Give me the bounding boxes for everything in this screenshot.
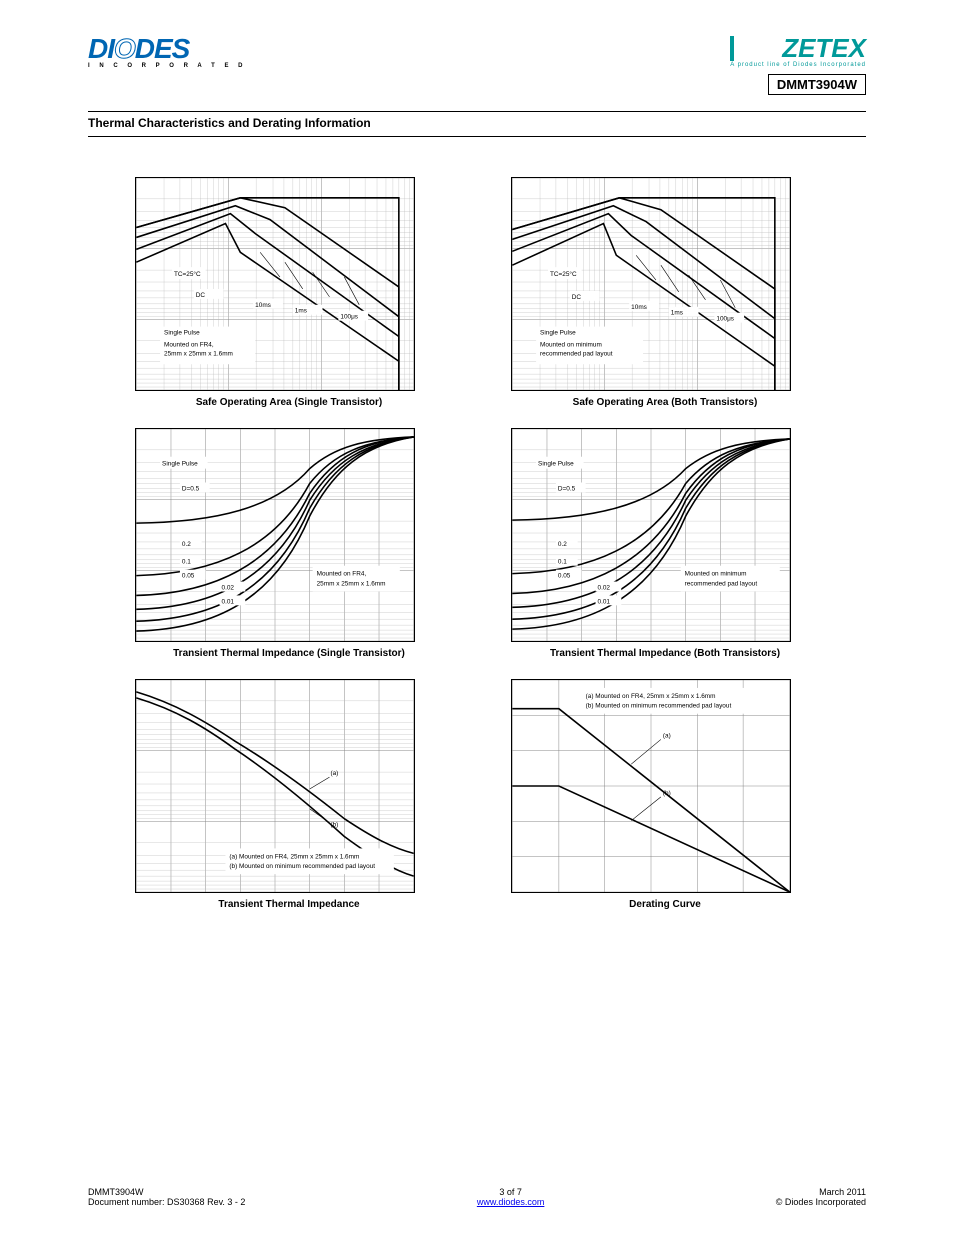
svg-text:1ms: 1ms	[295, 307, 307, 314]
svg-text:Mounted on FR4,: Mounted on FR4,	[317, 570, 367, 577]
svg-text:10ms: 10ms	[255, 301, 271, 308]
section-title: Thermal Characteristics and Derating Inf…	[88, 116, 866, 130]
chart-zth-single: Single Pulse D=0.5 0.2 0.1 0.05 0.02 0.0…	[135, 428, 443, 659]
chart-caption: Transient Thermal Impedance (Single Tran…	[135, 648, 443, 659]
svg-text:Mounted on FR4,: Mounted on FR4,	[164, 341, 214, 348]
diodes-logo: DIODES I N C O R P O R A T E D	[88, 36, 246, 69]
svg-text:10ms: 10ms	[631, 303, 647, 310]
footer-page: 3 of 7	[477, 1187, 545, 1197]
svg-text:D=0.5: D=0.5	[182, 485, 200, 492]
footer-date: March 2011	[776, 1187, 866, 1197]
svg-text:DC: DC	[196, 292, 206, 299]
svg-text:Mounted on minimum: Mounted on minimum	[685, 570, 747, 577]
divider	[88, 111, 866, 112]
footer-copyright: © Diodes Incorporated	[776, 1197, 866, 1207]
diodes-sub: I N C O R P O R A T E D	[88, 63, 246, 69]
svg-text:100μs: 100μs	[340, 313, 358, 320]
svg-text:(b): (b)	[330, 821, 338, 828]
svg-text:0.02: 0.02	[598, 584, 611, 591]
svg-text:(a): (a)	[330, 770, 338, 777]
chart-soa-both: TC=25°C DC 10ms 1ms 100μs Single Pulse M…	[511, 177, 819, 408]
svg-text:Single Pulse: Single Pulse	[538, 460, 574, 467]
header: DIODES I N C O R P O R A T E D ZETEX A p…	[88, 36, 866, 95]
chart-zth-both: Single Pulse D=0.5 0.2 0.1 0.05 0.02 0.0…	[511, 428, 819, 659]
svg-text:0.01: 0.01	[598, 598, 611, 605]
chart-caption: Safe Operating Area (Single Transistor)	[135, 397, 443, 408]
svg-text:0.01: 0.01	[222, 598, 235, 605]
svg-text:25mm x 25mm x 1.6mm: 25mm x 25mm x 1.6mm	[164, 350, 233, 357]
svg-text:DC: DC	[572, 294, 582, 301]
svg-text:TC=25°C: TC=25°C	[550, 270, 577, 278]
svg-text:0.02: 0.02	[222, 584, 235, 591]
svg-text:Single Pulse: Single Pulse	[164, 329, 200, 336]
footer-url[interactable]: www.diodes.com	[477, 1197, 545, 1207]
chart-caption: Transient Thermal Impedance	[135, 899, 443, 910]
svg-text:(b): (b)	[663, 790, 671, 797]
footer-issue: Document number: DS30368 Rev. 3 - 2	[88, 1197, 245, 1207]
footer: DMMT3904W Document number: DS30368 Rev. …	[88, 1187, 866, 1207]
svg-text:25mm x 25mm x 1.6mm: 25mm x 25mm x 1.6mm	[317, 580, 386, 587]
chart-soa-single: TC=25°C DC 10ms 1ms 100μs Single Pulse M…	[135, 177, 443, 408]
svg-text:1ms: 1ms	[671, 309, 683, 316]
svg-text:(b) Mounted on minimum recomme: (b) Mounted on minimum recommended pad l…	[586, 702, 732, 709]
part-number-box: DMMT3904W	[768, 74, 866, 95]
svg-text:0.2: 0.2	[182, 541, 191, 548]
svg-text:(a) Mounted on FR4, 25mm x 25m: (a) Mounted on FR4, 25mm x 25mm x 1.6mm	[586, 693, 716, 700]
zetex-logo: ZETEX	[730, 36, 866, 61]
chart-caption: Derating Curve	[511, 899, 819, 910]
svg-text:D=0.5: D=0.5	[558, 485, 576, 492]
svg-text:0.1: 0.1	[558, 558, 567, 565]
svg-text:0.05: 0.05	[182, 572, 195, 579]
svg-text:Single Pulse: Single Pulse	[162, 460, 198, 467]
zetex-block: ZETEX A product line of Diodes Incorpora…	[730, 36, 866, 95]
chart-derating: (a) (b) (a) Mounted on FR4, 25mm x 25mm …	[511, 679, 819, 910]
svg-text:recommended pad layout: recommended pad layout	[540, 350, 613, 357]
charts-grid: TC=25°C DC 10ms 1ms 100μs Single Pulse M…	[88, 177, 866, 910]
divider	[88, 136, 866, 137]
chart-caption: Safe Operating Area (Both Transistors)	[511, 397, 819, 408]
footer-part: DMMT3904W	[88, 1187, 245, 1197]
svg-text:TC=25°C: TC=25°C	[174, 270, 201, 278]
svg-text:(a) Mounted on FR4, 25mm x 25m: (a) Mounted on FR4, 25mm x 25mm x 1.6mm	[229, 853, 359, 860]
svg-text:recommended pad layout: recommended pad layout	[685, 580, 758, 587]
zetex-sub: A product line of Diodes Incorporated	[730, 62, 866, 68]
svg-text:0.1: 0.1	[182, 558, 191, 565]
svg-text:Mounted on minimum: Mounted on minimum	[540, 341, 602, 348]
svg-text:0.2: 0.2	[558, 541, 567, 548]
svg-text:(a): (a)	[663, 732, 671, 739]
svg-text:100μs: 100μs	[716, 315, 734, 322]
svg-text:(b) Mounted on minimum recomme: (b) Mounted on minimum recommended pad l…	[229, 863, 375, 870]
svg-text:Single Pulse: Single Pulse	[540, 329, 576, 336]
chart-caption: Transient Thermal Impedance (Both Transi…	[511, 648, 819, 659]
chart-peak-power: (a) (b) (a) Mounted on FR4, 25mm x 25mm …	[135, 679, 443, 910]
svg-text:0.05: 0.05	[558, 572, 571, 579]
